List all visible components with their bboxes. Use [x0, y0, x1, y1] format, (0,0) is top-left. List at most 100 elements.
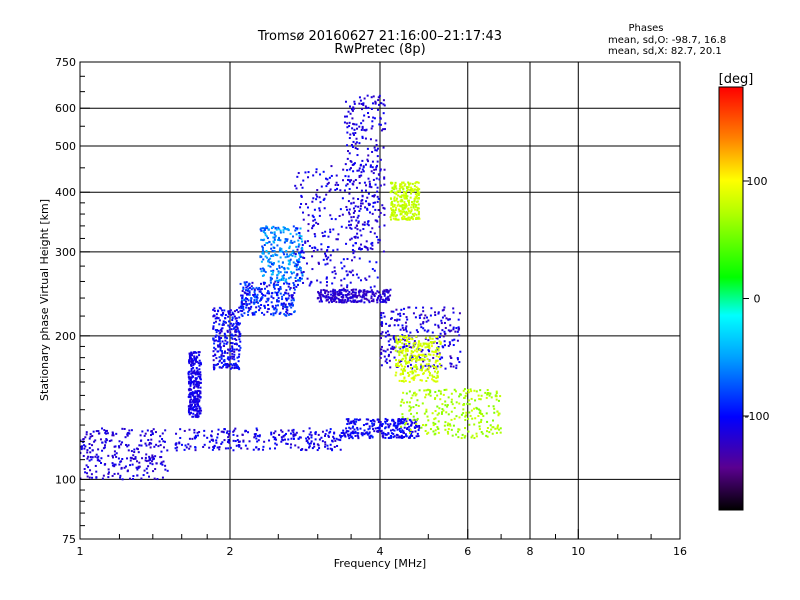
- data-point: [292, 435, 295, 438]
- data-point: [83, 444, 86, 447]
- data-point: [286, 309, 289, 312]
- data-point: [232, 363, 235, 366]
- data-point: [281, 276, 284, 279]
- data-point: [407, 188, 410, 191]
- data-point: [444, 428, 447, 431]
- data-point: [294, 227, 297, 230]
- data-point: [354, 147, 357, 150]
- data-point: [279, 287, 282, 290]
- data-point: [490, 428, 493, 431]
- data-point: [318, 209, 321, 212]
- data-point: [364, 163, 367, 166]
- data-point: [220, 442, 223, 445]
- data-point: [415, 404, 418, 407]
- data-point: [424, 337, 427, 340]
- data-point: [381, 300, 384, 303]
- data-point: [357, 220, 360, 223]
- data-point: [425, 389, 428, 392]
- data-point: [400, 425, 403, 428]
- data-point: [413, 344, 416, 347]
- data-point: [101, 477, 104, 480]
- data-point: [400, 335, 403, 338]
- data-point: [368, 203, 371, 206]
- data-point: [150, 438, 153, 441]
- data-point: [192, 394, 195, 397]
- data-point: [219, 342, 222, 345]
- data-point: [385, 322, 388, 325]
- data-point: [233, 358, 236, 361]
- data-point: [325, 429, 328, 432]
- data-point: [305, 203, 308, 206]
- data-point: [267, 264, 270, 267]
- data-point: [144, 456, 147, 459]
- data-point: [286, 306, 289, 309]
- data-point: [386, 348, 389, 351]
- data-point: [395, 199, 398, 202]
- data-point: [104, 430, 107, 433]
- data-point: [362, 424, 365, 427]
- data-point: [388, 359, 391, 362]
- data-point: [229, 355, 232, 358]
- data-point: [357, 198, 360, 201]
- data-point: [263, 313, 266, 316]
- data-point: [105, 439, 108, 442]
- data-point: [327, 245, 330, 248]
- data-point: [188, 359, 191, 362]
- data-point: [331, 282, 334, 285]
- data-point: [197, 385, 200, 388]
- data-point: [285, 314, 288, 317]
- data-point: [340, 261, 343, 264]
- data-point: [317, 261, 320, 264]
- data-point: [230, 333, 233, 336]
- data-point: [397, 362, 400, 365]
- data-point: [306, 441, 309, 444]
- data-point: [86, 472, 89, 475]
- data-point: [197, 384, 200, 387]
- data-point: [417, 197, 420, 200]
- data-point: [350, 202, 353, 205]
- data-point: [241, 433, 244, 436]
- data-point: [495, 431, 498, 434]
- data-point: [366, 432, 369, 435]
- data-point: [398, 427, 401, 430]
- data-point: [423, 358, 426, 361]
- data-point: [226, 341, 229, 344]
- data-point: [417, 341, 420, 344]
- data-point: [372, 291, 375, 294]
- data-point: [277, 279, 280, 282]
- data-point: [374, 183, 377, 186]
- data-point: [254, 310, 257, 313]
- data-point: [420, 326, 423, 329]
- data-point: [451, 434, 454, 437]
- data-point: [268, 439, 271, 442]
- data-point: [211, 438, 214, 441]
- data-point: [389, 366, 392, 369]
- data-point: [424, 429, 427, 432]
- data-point: [91, 456, 94, 459]
- data-point: [443, 321, 446, 324]
- data-point: [413, 426, 416, 429]
- data-point: [292, 271, 295, 274]
- data-point: [388, 344, 391, 347]
- data-point: [89, 451, 92, 454]
- data-point: [220, 361, 223, 364]
- data-point: [232, 439, 235, 442]
- data-point: [384, 433, 387, 436]
- data-point: [437, 312, 440, 315]
- data-point: [295, 187, 298, 190]
- data-point: [318, 438, 321, 441]
- data-point: [420, 353, 423, 356]
- data-point: [325, 289, 328, 292]
- data-point: [344, 294, 347, 297]
- data-point: [301, 248, 304, 251]
- data-point: [221, 352, 224, 355]
- data-point: [350, 271, 353, 274]
- data-point: [196, 372, 199, 375]
- data-point: [385, 358, 388, 361]
- data-point: [373, 420, 376, 423]
- data-point: [223, 351, 226, 354]
- data-point: [392, 348, 395, 351]
- data-point: [376, 186, 379, 189]
- data-point: [377, 173, 380, 176]
- data-point: [349, 238, 352, 241]
